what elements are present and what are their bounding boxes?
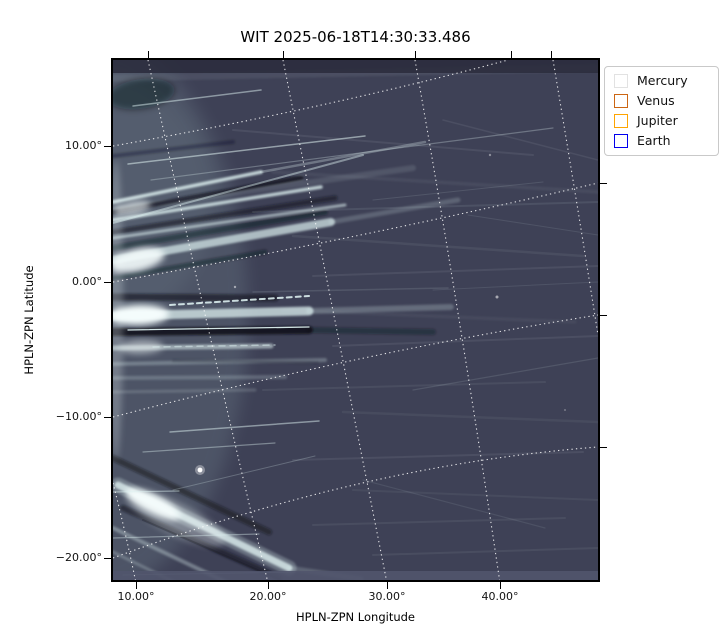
legend-item-mercury: Mercury bbox=[614, 74, 710, 88]
legend-item-venus: Venus bbox=[614, 94, 710, 108]
legend-label: Venus bbox=[637, 93, 675, 108]
legend-label: Mercury bbox=[637, 73, 688, 88]
top-tick bbox=[414, 51, 416, 58]
right-tick bbox=[600, 314, 607, 316]
y-tick bbox=[104, 557, 111, 559]
legend-label: Jupiter bbox=[637, 113, 678, 128]
sky-image bbox=[113, 60, 598, 580]
top-tick bbox=[510, 51, 512, 58]
top-tick bbox=[282, 51, 284, 58]
earth-marker-swatch bbox=[614, 134, 628, 148]
x-axis-label: HPLN-ZPN Longitude bbox=[295, 610, 415, 624]
coordinate-grid bbox=[113, 60, 598, 580]
y-tick bbox=[104, 416, 111, 418]
x-tick-label: 20.00° bbox=[249, 590, 287, 603]
right-tick bbox=[600, 182, 607, 184]
legend-label: Earth bbox=[637, 133, 671, 148]
x-tick-label: 10.00° bbox=[117, 590, 155, 603]
y-axis-label: HPLN-ZPN Latitude bbox=[22, 265, 36, 375]
mercury-marker-swatch bbox=[614, 74, 628, 88]
top-tick bbox=[147, 51, 149, 58]
x-tick bbox=[499, 582, 501, 589]
x-tick bbox=[135, 582, 137, 589]
x-tick-label: 30.00° bbox=[368, 590, 406, 603]
y-tick-label: 0.00° bbox=[72, 275, 102, 288]
y-tick bbox=[104, 145, 111, 147]
x-tick bbox=[267, 582, 269, 589]
legend-item-jupiter: Jupiter bbox=[614, 114, 710, 128]
plot-title: WIT 2025-06-18T14:30:33.486 bbox=[240, 28, 471, 46]
sky-image-plot bbox=[111, 58, 600, 582]
x-tick-label: 40.00° bbox=[481, 590, 519, 603]
right-tick bbox=[600, 446, 607, 448]
top-tick bbox=[550, 51, 552, 58]
legend: Mercury Venus Jupiter Earth bbox=[604, 66, 719, 156]
y-tick-label: −20.00° bbox=[55, 551, 102, 564]
y-tick-label: −10.00° bbox=[55, 410, 102, 423]
venus-marker-swatch bbox=[614, 94, 628, 108]
y-tick-label: 10.00° bbox=[65, 139, 102, 152]
x-tick bbox=[386, 582, 388, 589]
jupiter-marker-swatch bbox=[614, 114, 628, 128]
legend-item-earth: Earth bbox=[614, 134, 710, 148]
y-tick bbox=[104, 281, 111, 283]
